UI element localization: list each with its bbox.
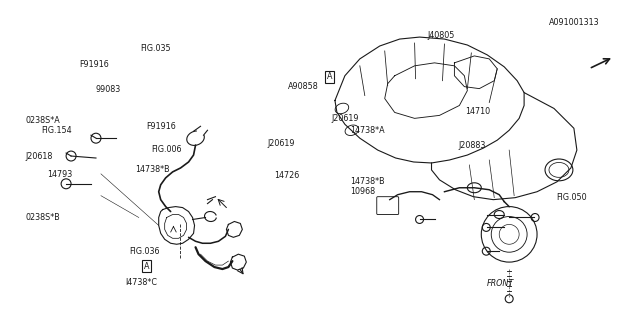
Text: 14793: 14793	[47, 170, 72, 179]
Text: FIG.035: FIG.035	[140, 44, 171, 53]
Text: FIG.050: FIG.050	[556, 193, 586, 202]
Text: 14726: 14726	[274, 171, 300, 180]
Text: 14738*B: 14738*B	[135, 165, 170, 174]
Text: 0238S*B: 0238S*B	[26, 212, 60, 222]
Text: FIG.006: FIG.006	[151, 145, 182, 154]
Text: J20619: J20619	[268, 139, 295, 148]
Text: 99083: 99083	[96, 85, 121, 94]
Text: I4738*C: I4738*C	[125, 278, 157, 287]
Text: J20618: J20618	[26, 152, 53, 161]
Text: A091001313: A091001313	[548, 19, 599, 28]
Text: A90858: A90858	[288, 82, 319, 91]
Text: FRONT: FRONT	[487, 279, 514, 288]
Text: J20883: J20883	[459, 141, 486, 150]
Text: J40805: J40805	[427, 31, 454, 40]
Text: A: A	[327, 72, 332, 81]
Text: 0238S*A: 0238S*A	[26, 116, 60, 125]
Text: 14710: 14710	[465, 107, 490, 116]
Text: FIG.036: FIG.036	[129, 247, 159, 257]
Text: 10968: 10968	[351, 187, 376, 196]
Text: A: A	[144, 262, 149, 271]
Text: J20619: J20619	[332, 114, 359, 123]
Text: F91916: F91916	[147, 122, 177, 131]
Text: FIG.154: FIG.154	[41, 126, 72, 135]
Text: 14738*B: 14738*B	[351, 177, 385, 186]
Text: F91916: F91916	[79, 60, 109, 69]
Text: 14738*A: 14738*A	[351, 126, 385, 135]
